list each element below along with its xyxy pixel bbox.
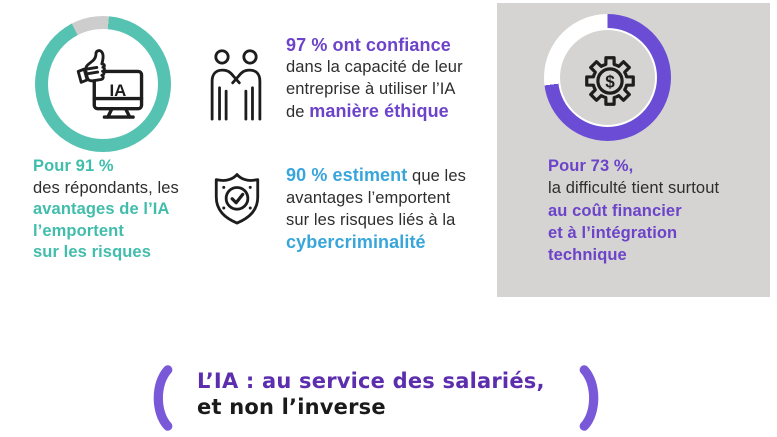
gear-dollar-icon: $ bbox=[585, 56, 635, 106]
stat-highlight: et à l’intégration bbox=[548, 223, 678, 242]
stat-highlight: technique bbox=[548, 246, 627, 265]
donut-hole bbox=[558, 28, 657, 127]
monitor-thumbs-up-icon: IA bbox=[76, 49, 144, 119]
stat-line-prefix: de bbox=[286, 103, 310, 121]
stat-lead: 90 % estiment bbox=[286, 165, 408, 185]
right-stat-panel: $ Pour 73 %, la difficulté tient surtout… bbox=[497, 3, 770, 297]
callout-line-1: L’IA : au service des salariés, bbox=[197, 369, 545, 393]
stat-line-rest: que les bbox=[407, 167, 466, 185]
stat-highlight: sur les risques bbox=[33, 243, 151, 261]
stat-text-91: Pour 91 % des répondants, les avantages … bbox=[33, 156, 233, 264]
stat-line: sur les risques liés à la bbox=[286, 211, 456, 229]
callout-text: L’IA : au service des salariés, et non l… bbox=[197, 368, 545, 420]
donut-hole bbox=[48, 29, 158, 139]
stat-line: dans la capacité de leur bbox=[286, 58, 463, 76]
stat-line: des répondants, les bbox=[33, 178, 179, 197]
callout-line-2: et non l’inverse bbox=[197, 395, 386, 419]
stat-line: la difficulté tient surtout bbox=[548, 179, 720, 198]
stat-highlight: au coût financier bbox=[548, 201, 682, 220]
stat-lead: Pour 91 % bbox=[33, 157, 114, 175]
stat-text-90: 90 % estiment que les avantages l’emport… bbox=[286, 164, 491, 253]
stat-text-97: 97 % ont confiance dans la capacité de l… bbox=[286, 34, 486, 123]
stat-highlight: avantages de l’IA bbox=[33, 200, 170, 218]
stat-line: 90 % estiment que les bbox=[286, 164, 491, 187]
handshake-people-icon bbox=[210, 49, 262, 121]
callout-banner: L’IA : au service des salariés, et non l… bbox=[145, 362, 615, 434]
stat-highlight: l’emportent bbox=[33, 221, 124, 240]
dollar-glyph: $ bbox=[605, 71, 615, 91]
stat-highlight: cybercriminalité bbox=[286, 232, 426, 252]
stat-line: entreprise à utiliser l’IA bbox=[286, 80, 456, 98]
stat-highlight: manière éthique bbox=[309, 101, 449, 121]
stat-lead: Pour 73 %, bbox=[548, 157, 634, 175]
monitor-label: IA bbox=[109, 81, 126, 100]
stat-line: avantages l’emportent bbox=[286, 189, 451, 207]
donut-chart-73 bbox=[544, 14, 671, 141]
left-bracket-icon bbox=[153, 365, 173, 431]
stat-text-73: Pour 73 %, la difficulté tient surtout a… bbox=[548, 155, 758, 266]
right-bracket-icon bbox=[579, 365, 599, 431]
stat-lead: 97 % ont confiance bbox=[286, 35, 451, 55]
donut-chart-91 bbox=[35, 16, 171, 152]
shield-check-icon bbox=[214, 173, 260, 225]
stat-line: de manière éthique bbox=[286, 100, 486, 123]
